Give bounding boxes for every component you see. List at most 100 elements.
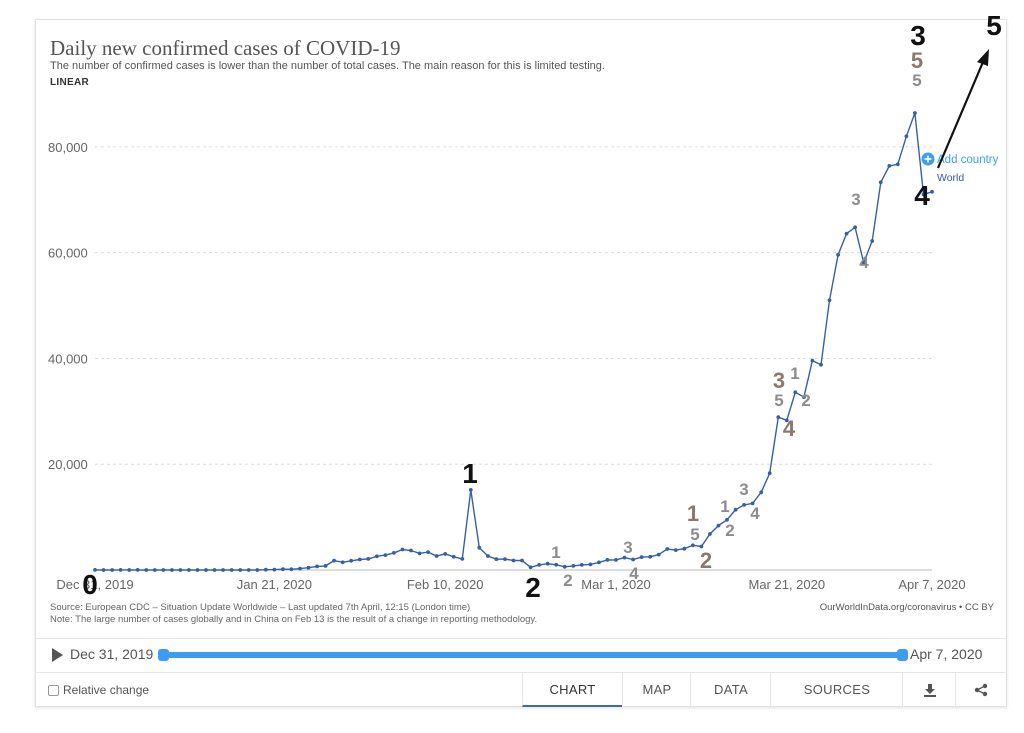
annotation-number: 0 [82, 569, 98, 600]
data-point [665, 547, 670, 551]
credit-text: OurWorldInData.org/coronavirus • CC BY [819, 602, 994, 613]
data-point [144, 568, 149, 572]
data-point [426, 550, 430, 554]
data-point [315, 564, 319, 569]
data-point [648, 554, 653, 559]
data-point [127, 568, 132, 572]
data-point [571, 564, 576, 568]
data-point [383, 553, 388, 557]
timeline-end-label: Apr 7, 2020 [910, 646, 983, 662]
annotation-number: 2 [801, 391, 810, 410]
annotation-number: 1 [790, 364, 799, 383]
data-point [631, 557, 635, 562]
data-point [451, 554, 456, 559]
annotation-number: 2 [525, 572, 541, 603]
tab-sources[interactable]: SOURCES [770, 673, 903, 707]
annotation-number: 4 [783, 416, 796, 441]
data-point [272, 567, 277, 572]
annotation-number: 1 [687, 501, 699, 526]
download-icon[interactable] [902, 673, 956, 707]
source-text: Source: European CDC – Situation Update … [50, 602, 471, 613]
data-point [306, 565, 311, 570]
data-point [682, 546, 687, 551]
checkbox-icon[interactable] [48, 684, 59, 696]
annotation-number: 3 [623, 538, 632, 557]
annotation-number: 3 [739, 480, 748, 499]
data-point [332, 558, 336, 563]
data-point [349, 558, 354, 563]
timeline-start-handle[interactable] [158, 649, 169, 661]
play-icon[interactable] [52, 648, 63, 662]
timeline-end-handle[interactable] [897, 649, 908, 661]
annotation-number: 5 [911, 48, 923, 73]
data-point [819, 362, 823, 367]
y-tick-label: 60,000 [48, 246, 88, 261]
data-point [221, 568, 226, 572]
data-point [212, 568, 217, 572]
tab-data[interactable]: DATA [690, 673, 771, 707]
annotation-number: 4 [629, 564, 639, 583]
data-point [511, 558, 516, 563]
series-label-world: World [937, 172, 964, 184]
data-point [562, 564, 567, 569]
data-point [289, 567, 294, 572]
relative-change-toggle[interactable]: Relative change [48, 683, 149, 697]
annotation-number: 5 [690, 525, 699, 544]
data-point [827, 298, 832, 303]
x-tick-label: Dec 31, 2019 [56, 577, 133, 592]
data-point [520, 558, 524, 563]
data-point [161, 568, 166, 572]
annotation-number: 5 [912, 71, 921, 90]
data-points [93, 111, 934, 572]
data-point [733, 507, 738, 512]
data-point [537, 563, 541, 567]
note-text: Note: The large number of cases globally… [50, 614, 538, 625]
timeline-bar: Dec 31, 2019 Apr 7, 2020 [36, 638, 1006, 671]
annotation-number: 1 [462, 458, 478, 489]
data-point [699, 544, 704, 549]
data-point [204, 568, 208, 572]
data-point [597, 560, 601, 565]
data-point [930, 189, 934, 194]
data-point [767, 471, 772, 476]
series-line-world [94, 112, 933, 571]
add-country-button[interactable]: Add country [921, 152, 999, 167]
annotation-number: 3 [851, 190, 860, 209]
data-point [742, 503, 746, 507]
data-point [656, 552, 661, 557]
add-country-label: Add country [937, 154, 999, 166]
data-point [913, 111, 917, 115]
data-point [878, 180, 883, 185]
share-icon[interactable] [955, 673, 1006, 707]
data-point [170, 568, 174, 572]
data-point [588, 562, 593, 567]
data-point [802, 395, 806, 399]
data-point [759, 490, 764, 495]
data-point [486, 554, 490, 558]
x-tick-label: Mar 21, 2020 [749, 577, 826, 592]
data-point [708, 532, 712, 536]
annotation-number: 1 [720, 497, 729, 516]
data-point [673, 548, 678, 552]
gridlines [95, 146, 932, 571]
timeline-slider[interactable] [158, 649, 908, 661]
scale-toggle[interactable]: LINEAR [50, 77, 90, 88]
x-tick-label: Mar 1, 2020 [581, 577, 650, 592]
tab-map[interactable]: MAP [622, 673, 691, 707]
data-point [579, 563, 584, 567]
annotation-number: 4 [750, 504, 760, 523]
data-point [503, 557, 507, 561]
y-tick-label: 80,000 [48, 140, 88, 155]
data-point [178, 568, 183, 572]
data-point [545, 561, 550, 566]
data-point [434, 554, 439, 558]
data-point [887, 164, 892, 168]
data-point [392, 551, 396, 555]
y-tick-label: 40,000 [48, 351, 88, 366]
tab-chart[interactable]: CHART [522, 673, 622, 707]
data-point [691, 543, 695, 548]
annotation-number: 3 [773, 368, 785, 393]
annotation-number: 2 [700, 548, 712, 573]
